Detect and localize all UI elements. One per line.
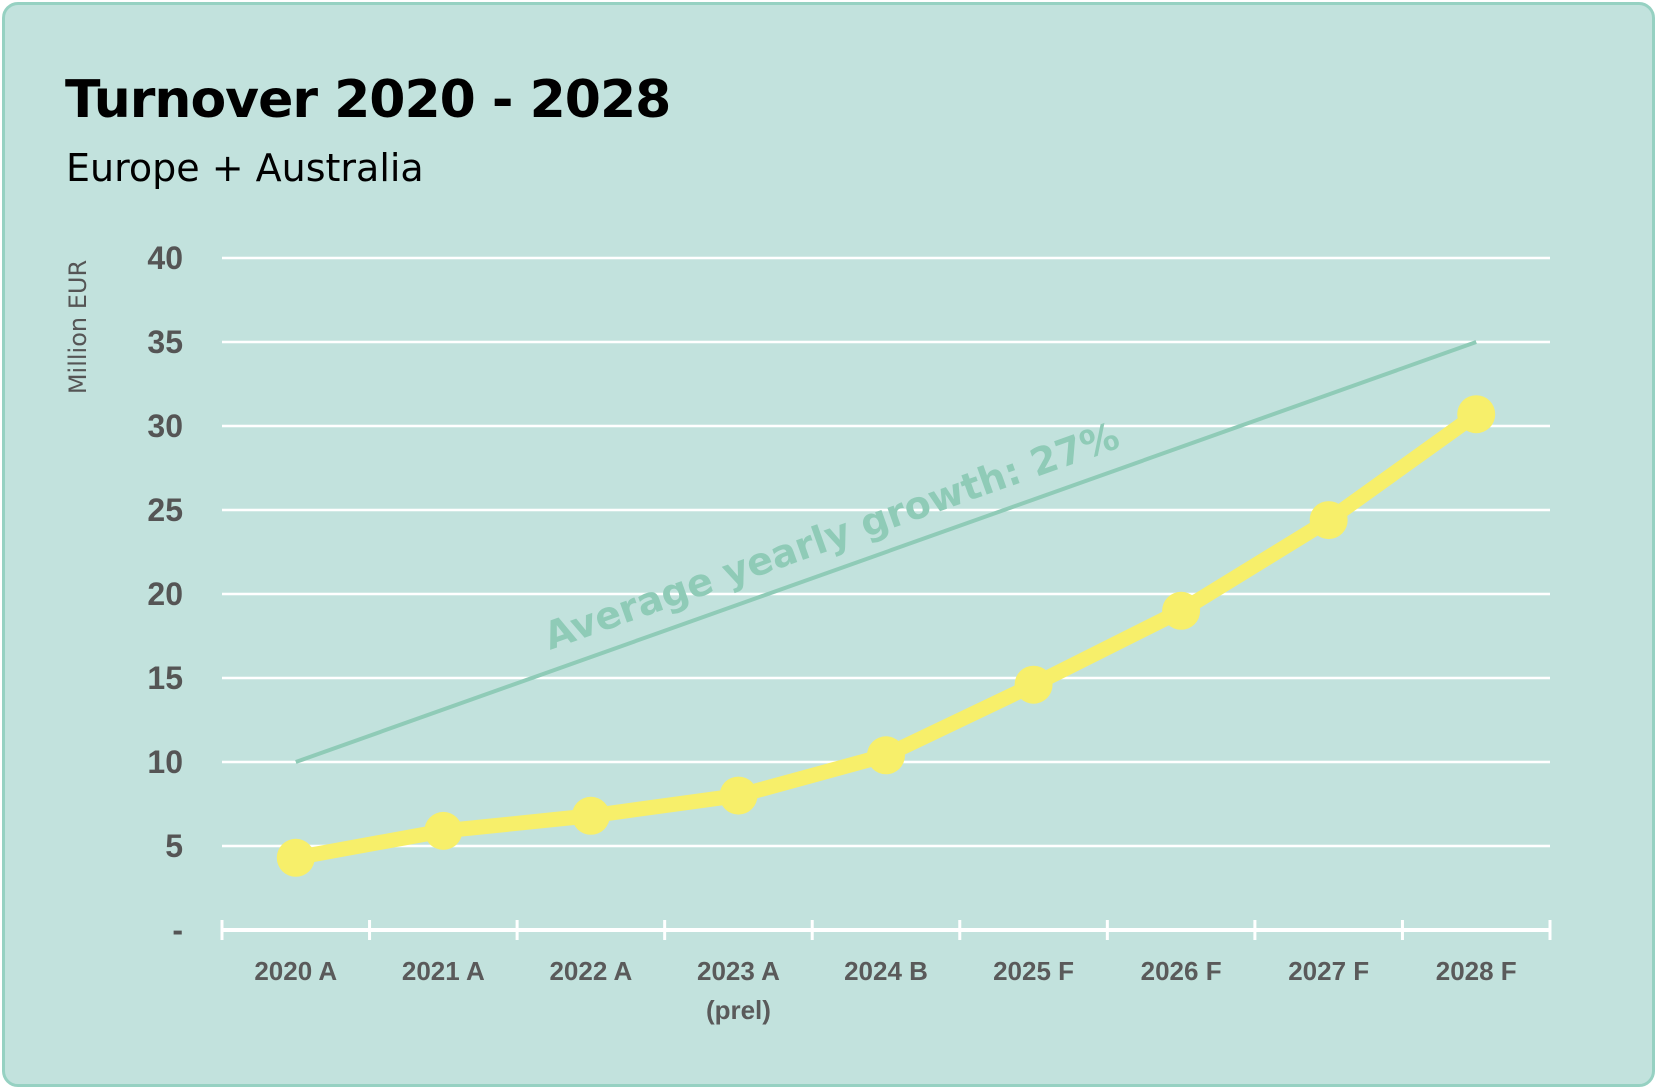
data-point [424, 811, 463, 850]
gridlines [222, 256, 1550, 848]
x-tick-label: 2024 B [844, 956, 928, 986]
x-tick-label: 2026 F [1141, 956, 1222, 986]
y-tick-label: 15 [147, 660, 183, 696]
x-tick-label: 2022 A [549, 956, 632, 986]
y-tick-label: 35 [147, 324, 183, 360]
x-axis [220, 920, 1552, 940]
trend-line-group: Average yearly growth: 27% [295, 340, 1477, 764]
y-tick-label: 10 [147, 744, 183, 780]
y-tick-label: 40 [147, 240, 183, 276]
chart-subtitle: Europe + Australia [66, 146, 424, 190]
data-point [571, 796, 610, 835]
data-point [1162, 591, 1201, 630]
data-point [276, 838, 315, 877]
data-point [719, 776, 758, 815]
y-tick-label: 20 [147, 576, 183, 612]
x-tick-label: 2025 F [993, 956, 1074, 986]
y-tick-label: - [172, 912, 183, 948]
y-tick-label: 5 [165, 828, 183, 864]
chart-title: Turnover 2020 - 2028 [65, 70, 671, 130]
trend-line [295, 340, 1477, 764]
x-tick-label: 2023 A [697, 956, 780, 986]
y-axis-title: Million EUR [64, 260, 92, 394]
x-tick-sublabel: (prel) [706, 995, 771, 1025]
x-tick-label: 2027 F [1288, 956, 1369, 986]
y-tick-label: 30 [147, 408, 183, 444]
data-point [1014, 665, 1053, 704]
y-axis-tick-labels: - 5 10 15 20 25 30 35 40 [147, 240, 183, 948]
series-group [276, 395, 1496, 877]
x-tick-label: 2028 F [1436, 956, 1517, 986]
data-point [1309, 501, 1348, 540]
series-line [288, 406, 1484, 866]
x-axis-tick-labels: 2020 A 2021 A 2022 A 2023 A (prel) 2024 B 2025… [254, 956, 1516, 1025]
x-tick-label: 2020 A [254, 956, 337, 986]
y-tick-label: 25 [147, 492, 183, 528]
data-point [1457, 395, 1496, 434]
x-tick-label: 2021 A [402, 956, 485, 986]
trend-label: Average yearly growth: 27% [538, 414, 1125, 659]
data-point [867, 736, 905, 775]
